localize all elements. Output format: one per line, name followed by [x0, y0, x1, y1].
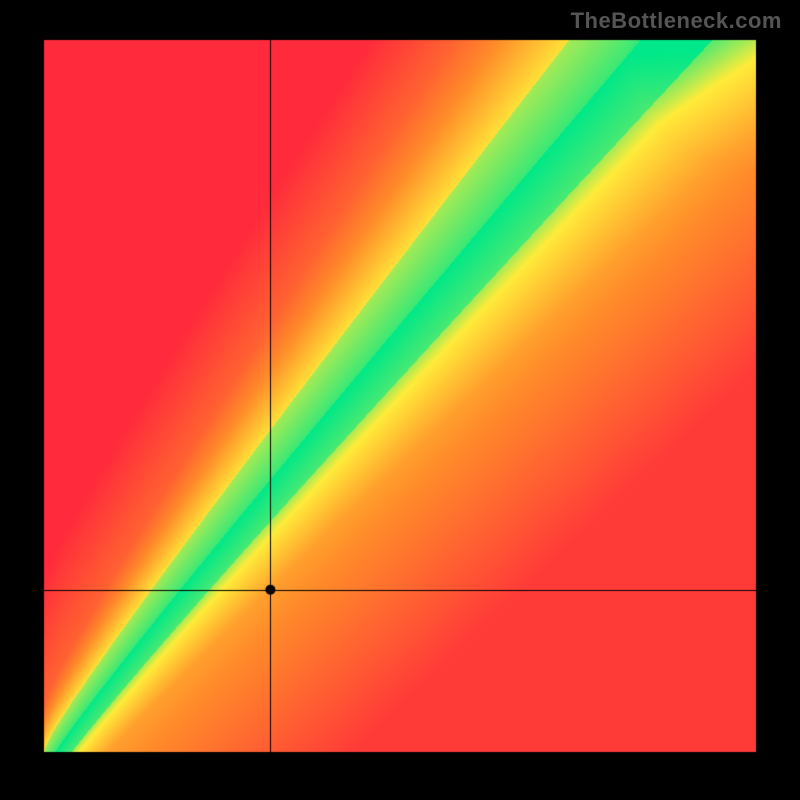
- chart-container: TheBottleneck.com: [0, 0, 800, 800]
- bottleneck-heatmap: [0, 0, 800, 800]
- watermark-text: TheBottleneck.com: [571, 8, 782, 34]
